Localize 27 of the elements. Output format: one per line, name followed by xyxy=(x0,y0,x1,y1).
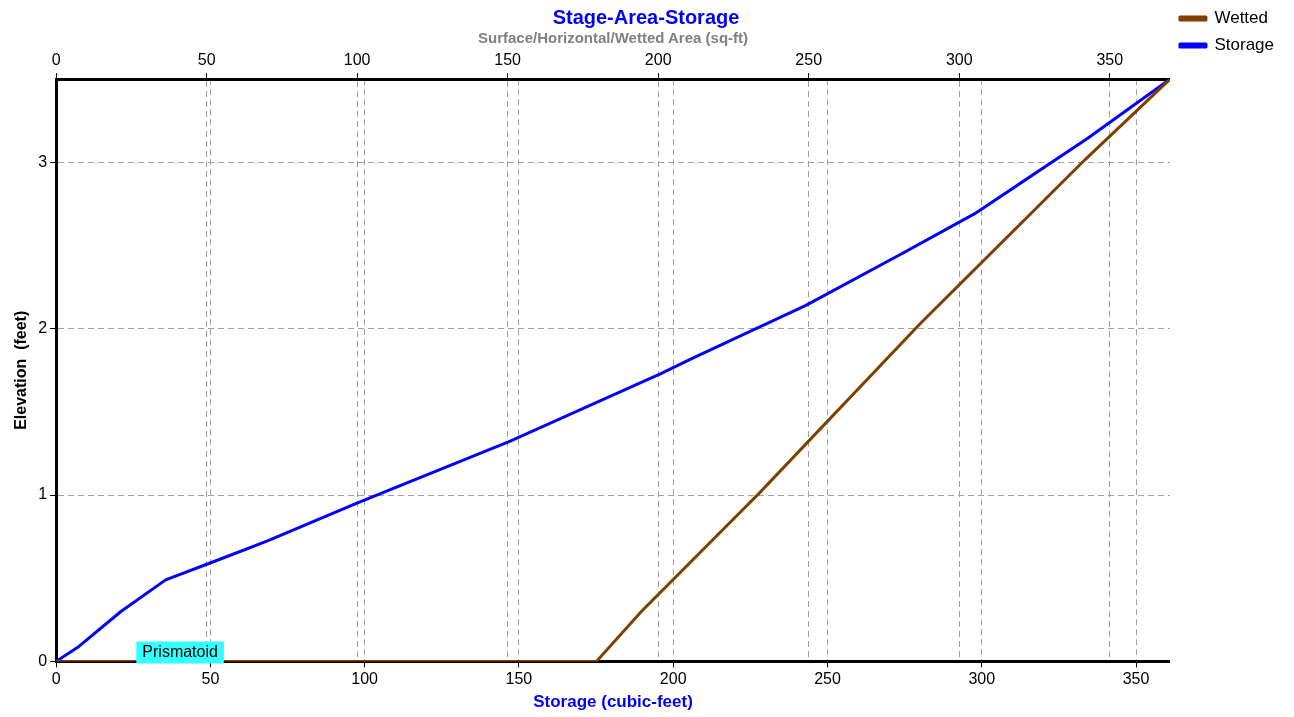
x-tick-label: 300 xyxy=(968,670,996,688)
x-tick-label: 250 xyxy=(814,670,841,688)
y-tick-label: 3 xyxy=(38,152,48,170)
legend-label: Wetted xyxy=(1214,8,1269,28)
x-tick-label: 100 xyxy=(351,670,379,688)
x2-tick-label: 300 xyxy=(945,51,973,69)
x-tick-label: 200 xyxy=(659,670,687,688)
legend-label: Storage xyxy=(1214,35,1275,55)
x-tick-label: 50 xyxy=(201,670,220,688)
x2-tick-label: 200 xyxy=(644,51,672,69)
x2-tick-label: 50 xyxy=(197,51,216,69)
y-tick-label: 1 xyxy=(38,485,48,503)
x2-tick-label: 100 xyxy=(343,51,371,69)
y-tick-label: 0 xyxy=(38,651,48,669)
x-tick-label: 150 xyxy=(505,670,533,688)
x-tick-label: 350 xyxy=(1122,670,1150,688)
chart-title: Stage-Area-Storage xyxy=(552,5,740,28)
y-tick-label: 2 xyxy=(38,319,48,337)
x2-tick-label: 350 xyxy=(1096,51,1124,69)
x-axis-title: Storage (cubic-feet) xyxy=(533,692,693,712)
annotation: Prismatoid xyxy=(142,642,218,660)
x2-tick-label: 150 xyxy=(494,51,522,69)
x-tick-label: 0 xyxy=(51,670,61,688)
x2-axis-title: Surface/Horizontal/Wetted Area (sq-ft) xyxy=(478,29,749,47)
x2-tick-label: 250 xyxy=(795,51,823,69)
x2-tick-label: 0 xyxy=(51,51,61,69)
y-axis-title: Elevation (feet) xyxy=(12,310,30,430)
